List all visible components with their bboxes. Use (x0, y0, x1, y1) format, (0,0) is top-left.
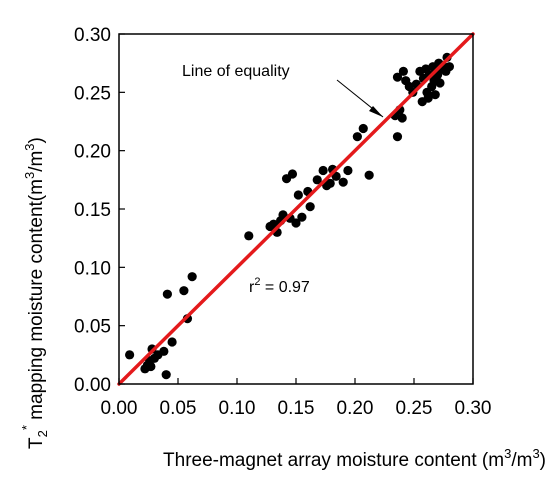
x-tick-label: 0.20 (337, 398, 374, 419)
data-point (358, 123, 368, 134)
data-point (244, 231, 254, 241)
r-squared-label: r2 = 0.97 (249, 276, 310, 296)
data-point (392, 132, 403, 142)
plot-frame (118, 33, 474, 385)
data-point (179, 286, 189, 296)
data-point (398, 66, 408, 76)
data-point (305, 202, 315, 212)
x-tick-label: 0.00 (101, 398, 138, 419)
data-point (318, 165, 328, 176)
data-point (125, 350, 135, 360)
y-tick-label: 0.00 (74, 375, 111, 396)
x-tick-label: 0.30 (455, 398, 492, 419)
data-point (161, 370, 171, 380)
y-tick-label: 0.05 (74, 317, 111, 338)
x-axis-title: Three-magnet array moisture content (m3/… (163, 446, 546, 471)
data-point (159, 346, 169, 356)
data-point (352, 132, 362, 142)
data-point (297, 212, 307, 222)
equality-line (117, 32, 475, 386)
y-tick-label: 0.20 (74, 142, 111, 163)
axis-ticks: 0.00 0.05 0.10 0.15 0.20 0.25 0.30 0.00 0.05 0.10… (74, 25, 491, 419)
data-point (397, 113, 407, 123)
line-of-equality-label: Line of equality (182, 63, 290, 80)
data-point (325, 178, 335, 188)
data-point (293, 190, 303, 200)
data-point (291, 218, 301, 228)
data-point (392, 72, 403, 82)
data-point (444, 62, 454, 72)
x-tick-label: 0.05 (160, 398, 197, 419)
y-tick-label: 0.15 (74, 200, 111, 221)
x-tick-label: 0.15 (278, 398, 315, 419)
data-point (167, 337, 177, 347)
data-point (423, 93, 433, 103)
data-point (187, 272, 197, 282)
y-axis-title: T2* mapping moisture content(m3/m3) (19, 137, 50, 449)
data-point (338, 177, 348, 187)
data-point (287, 169, 298, 179)
data-point (312, 175, 322, 185)
annotation-arrow (336, 79, 384, 118)
data-point (430, 90, 440, 100)
data-point (343, 165, 353, 176)
data-point (435, 78, 445, 88)
x-tick-label: 0.10 (219, 398, 256, 419)
equality-line-layer (117, 32, 475, 386)
y-tick-label: 0.30 (74, 25, 111, 46)
data-point (146, 361, 156, 372)
y-tick-label: 0.25 (74, 83, 111, 104)
data-point (162, 289, 172, 299)
data-point (364, 170, 374, 180)
y-tick-label: 0.10 (74, 258, 111, 279)
x-tick-label: 0.25 (396, 398, 433, 419)
